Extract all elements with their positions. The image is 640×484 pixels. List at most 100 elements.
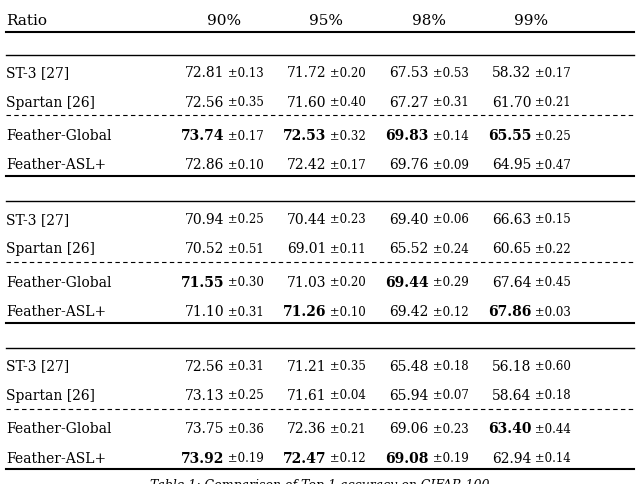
Text: ±0.04: ±0.04: [326, 389, 366, 401]
Text: Ratio: Ratio: [6, 14, 47, 28]
Text: MobileNetV1 (3.315M Params):  71.15  ±0.17: MobileNetV1 (3.315M Params): 71.15 ±0.17: [0, 483, 1, 484]
Text: 72.81: 72.81: [184, 66, 224, 80]
Text: 58.32: 58.32: [492, 66, 531, 80]
Text: 72.56: 72.56: [184, 95, 224, 109]
Text: ±0.14: ±0.14: [429, 129, 468, 142]
Text: 98%: 98%: [412, 14, 446, 28]
Text: 90%: 90%: [207, 14, 241, 28]
Text: ±0.20: ±0.20: [326, 67, 366, 80]
Text: 71.61: 71.61: [287, 388, 326, 402]
Text: DenseNet40-24 (0.714M Params):  74.70: DenseNet40-24 (0.714M Params): 74.70: [0, 483, 1, 484]
Text: ±0.17: ±0.17: [326, 159, 366, 172]
Text: 67.53: 67.53: [389, 66, 429, 80]
Text: 71.03: 71.03: [287, 275, 326, 289]
Text: 69.01: 69.01: [287, 242, 326, 256]
Text: ±0.40: ±0.40: [326, 96, 366, 109]
Text: ±0.35: ±0.35: [326, 359, 366, 372]
Text: 70.94: 70.94: [184, 212, 224, 227]
Text: ±0.13: ±0.13: [224, 67, 264, 80]
Text: ResNet-20 (1.096M Params):  73.59: ResNet-20 (1.096M Params): 73.59: [0, 483, 1, 484]
Text: ±0.18: ±0.18: [531, 389, 571, 401]
Text: 58.64: 58.64: [492, 388, 531, 402]
Text: ST-3 [27]: ST-3 [27]: [6, 212, 70, 227]
Text: 73.75: 73.75: [184, 422, 224, 436]
Text: Feather-ASL+: Feather-ASL+: [6, 158, 106, 172]
Text: 69.08: 69.08: [385, 451, 429, 465]
Text: ±0.22: ±0.22: [531, 242, 571, 255]
Text: ±0.12: ±0.12: [326, 451, 366, 464]
Text: ±0.21: ±0.21: [531, 96, 571, 109]
Text: ±0.31: ±0.31: [429, 96, 468, 109]
Text: ±0.07: ±0.07: [429, 389, 468, 401]
Text: 71.21: 71.21: [287, 359, 326, 373]
Text: ±0.25: ±0.25: [224, 389, 264, 401]
Text: 63.40: 63.40: [488, 422, 531, 436]
Text: ±0.19: ±0.19: [429, 451, 468, 464]
Text: 73.13: 73.13: [184, 388, 224, 402]
Text: 71.10: 71.10: [184, 304, 224, 318]
Text: ±0.32: ±0.32: [326, 129, 366, 142]
Text: ±0.31: ±0.31: [224, 305, 264, 318]
Text: 71.26: 71.26: [283, 304, 326, 318]
Text: 69.06: 69.06: [390, 422, 429, 436]
Text: 65.48: 65.48: [389, 359, 429, 373]
Text: ±0.60: ±0.60: [531, 359, 571, 372]
Text: Feather-Global: Feather-Global: [6, 129, 112, 143]
Text: 71.55: 71.55: [180, 275, 224, 289]
Text: 95%: 95%: [309, 14, 344, 28]
Text: DenseNet40-24 (0.714M Params):  74.70  ±0.51: DenseNet40-24 (0.714M Params): 74.70 ±0.…: [0, 483, 1, 484]
Text: 71.72: 71.72: [287, 66, 326, 80]
Text: 62.94: 62.94: [492, 451, 531, 465]
Text: ±0.10: ±0.10: [224, 159, 264, 172]
Text: ±0.11: ±0.11: [326, 242, 366, 255]
Text: 69.83: 69.83: [385, 129, 429, 143]
Text: ±0.15: ±0.15: [531, 213, 571, 226]
Text: ±0.51: ±0.51: [224, 242, 264, 255]
Text: ±0.10: ±0.10: [326, 305, 366, 318]
Text: ±0.29: ±0.29: [429, 276, 468, 288]
Text: Feather-Global: Feather-Global: [6, 422, 112, 436]
Text: ±0.25: ±0.25: [224, 213, 264, 226]
Text: ±0.18: ±0.18: [429, 359, 468, 372]
Text: ±0.31: ±0.31: [224, 359, 264, 372]
Text: ±0.21: ±0.21: [326, 422, 366, 435]
Text: ±0.53: ±0.53: [429, 67, 468, 80]
Text: 70.44: 70.44: [287, 212, 326, 227]
Text: 69.76: 69.76: [389, 158, 429, 172]
Text: 65.55: 65.55: [488, 129, 531, 143]
Text: ±0.36: ±0.36: [224, 422, 264, 435]
Text: ±0.44: ±0.44: [531, 422, 571, 435]
Text: ±0.03: ±0.03: [531, 305, 571, 318]
Text: 73.74: 73.74: [180, 129, 224, 143]
Text: 60.65: 60.65: [492, 242, 531, 256]
Text: 65.52: 65.52: [390, 242, 429, 256]
Text: 65.94: 65.94: [389, 388, 429, 402]
Text: MobileNetV1 (3.315M Params):  71.15: MobileNetV1 (3.315M Params): 71.15: [0, 483, 1, 484]
Text: ±0.20: ±0.20: [326, 276, 366, 288]
Text: 70.52: 70.52: [184, 242, 224, 256]
Text: ±0.17: ±0.17: [531, 67, 571, 80]
Text: 67.27: 67.27: [389, 95, 429, 109]
Text: 61.70: 61.70: [492, 95, 531, 109]
Text: 56.18: 56.18: [492, 359, 531, 373]
Text: Feather-ASL+: Feather-ASL+: [6, 304, 106, 318]
Text: Feather-Global: Feather-Global: [6, 275, 112, 289]
Text: 69.40: 69.40: [389, 212, 429, 227]
Text: Table 1: Comparison of Top-1 accuracy on CIFAR-100: Table 1: Comparison of Top-1 accuracy on…: [150, 478, 490, 484]
Text: ±0.45: ±0.45: [531, 276, 571, 288]
Text: 72.53: 72.53: [283, 129, 326, 143]
Text: ±0.23: ±0.23: [429, 422, 468, 435]
Text: ±0.25: ±0.25: [531, 129, 571, 142]
Text: 72.42: 72.42: [287, 158, 326, 172]
Text: 69.44: 69.44: [385, 275, 429, 289]
Text: Spartan [26]: Spartan [26]: [6, 388, 95, 402]
Text: 71.60: 71.60: [287, 95, 326, 109]
Text: ST-3 [27]: ST-3 [27]: [6, 66, 70, 80]
Text: ±0.14: ±0.14: [531, 451, 571, 464]
Text: 72.56: 72.56: [184, 359, 224, 373]
Text: Spartan [26]: Spartan [26]: [6, 242, 95, 256]
Text: 72.47: 72.47: [283, 451, 326, 465]
Text: ±0.35: ±0.35: [224, 96, 264, 109]
Text: ±0.19: ±0.19: [224, 451, 264, 464]
Text: 67.86: 67.86: [488, 304, 531, 318]
